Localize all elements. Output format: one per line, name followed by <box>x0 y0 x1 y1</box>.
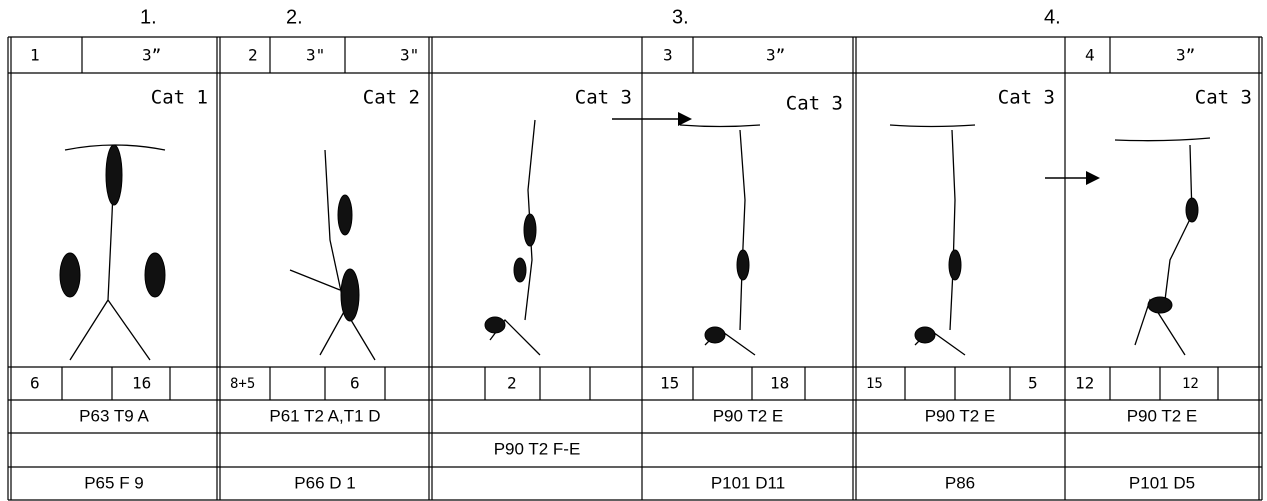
reference: P86 <box>945 473 975 492</box>
cell-text: 2 <box>507 374 517 393</box>
cell-text: 15 <box>660 374 679 393</box>
reference: P101 D11 <box>711 473 785 492</box>
cell-text: 3” <box>1176 46 1195 65</box>
reference: P63 T9 A <box>79 406 149 425</box>
reference: P90 T2 E <box>713 406 784 425</box>
illustration <box>59 119 1211 361</box>
reference: P90 T2 E <box>925 406 996 425</box>
step-label: 2. <box>286 6 303 28</box>
cell-text: 3" <box>400 46 419 65</box>
cell-text: 18 <box>770 374 789 393</box>
cell-text: 3” <box>766 46 785 65</box>
cell-text: 8+5 <box>230 376 255 392</box>
cell-text: 5 <box>1028 374 1038 393</box>
cell-text: 2 <box>248 46 258 65</box>
cell-text: 12 <box>1182 376 1199 392</box>
step-label: 4. <box>1044 6 1061 28</box>
cell-text: 3" <box>306 46 325 65</box>
cell-text: 1 <box>30 46 40 65</box>
cell-text: 6 <box>350 374 360 393</box>
cell-text: 12 <box>1075 374 1094 393</box>
step-label: 3. <box>672 6 689 28</box>
category-label: Cat 3 <box>786 93 843 115</box>
cell-text: 15 <box>866 376 883 392</box>
category-label: Cat 3 <box>1195 87 1252 109</box>
reference: P61 T2 A,T1 D <box>269 406 380 425</box>
step-label: 1. <box>140 6 157 28</box>
cell-text: 16 <box>132 374 151 393</box>
arrow <box>612 112 1100 185</box>
reference: P101 D5 <box>1129 473 1195 492</box>
cell-text: 6 <box>30 374 40 393</box>
category-label: Cat 2 <box>363 87 420 109</box>
reference: P90 T2 F-E <box>494 439 581 458</box>
reference: P66 D 1 <box>294 473 355 492</box>
cell-text: 3” <box>142 46 161 65</box>
category-label: Cat 3 <box>998 87 1055 109</box>
reference: P90 T2 E <box>1127 406 1198 425</box>
table-grid <box>7 36 1263 501</box>
category-label: Cat 3 <box>575 87 632 109</box>
category-label: Cat 1 <box>151 87 208 109</box>
cell-text: 4 <box>1085 46 1095 65</box>
cell-text: 3 <box>663 46 673 65</box>
reference: P65 F 9 <box>84 473 144 492</box>
